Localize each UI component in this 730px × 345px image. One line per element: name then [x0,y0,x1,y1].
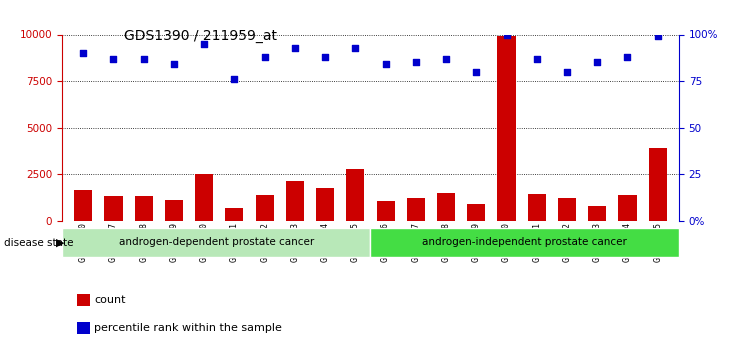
Bar [104,196,123,221]
Point [319,54,331,60]
Point [259,54,271,60]
Point [107,56,119,61]
Bar [286,181,304,221]
Point [470,69,482,75]
Text: androgen-dependent prostate cancer: androgen-dependent prostate cancer [119,237,314,247]
Bar [588,206,607,221]
Point [501,32,512,37]
Text: androgen-independent prostate cancer: androgen-independent prostate cancer [422,237,627,247]
Bar [346,169,364,221]
Text: disease state: disease state [4,238,73,247]
Bar [74,190,92,221]
Bar [316,188,334,221]
Bar [407,198,425,221]
Bar [62,228,371,257]
Point [561,69,573,75]
Point [622,54,634,60]
Bar [255,195,274,221]
Point [531,56,542,61]
Point [77,50,89,56]
Point [138,56,150,61]
Point [440,56,452,61]
Text: ▶: ▶ [56,238,65,247]
Text: percentile rank within the sample: percentile rank within the sample [94,323,282,333]
Bar [134,196,153,221]
Bar [528,194,546,221]
Bar [558,198,576,221]
Point [168,61,180,67]
Bar [165,200,183,221]
Bar [497,36,515,221]
Bar [195,174,213,221]
Point [350,45,361,50]
Point [289,45,301,50]
Bar [618,195,637,221]
Bar [377,201,395,221]
Bar [649,148,666,221]
Text: count: count [94,295,126,305]
Bar [437,193,455,221]
Point [410,60,422,65]
Point [652,33,664,39]
Bar [467,204,485,221]
Text: GDS1390 / 211959_at: GDS1390 / 211959_at [124,29,277,43]
Bar [226,208,244,221]
Point [199,41,210,47]
Point [380,61,391,67]
Point [591,60,603,65]
Bar [371,228,679,257]
Point [228,77,240,82]
